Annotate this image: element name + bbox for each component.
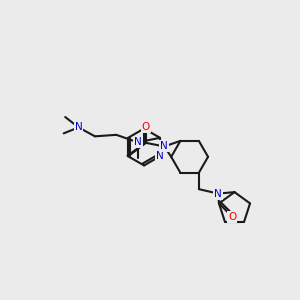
- Text: N: N: [160, 141, 168, 152]
- Text: N: N: [75, 122, 83, 132]
- Text: O: O: [228, 212, 236, 222]
- Text: N: N: [214, 189, 222, 199]
- Text: N: N: [134, 137, 142, 147]
- Text: O: O: [142, 122, 150, 132]
- Text: N: N: [156, 151, 164, 161]
